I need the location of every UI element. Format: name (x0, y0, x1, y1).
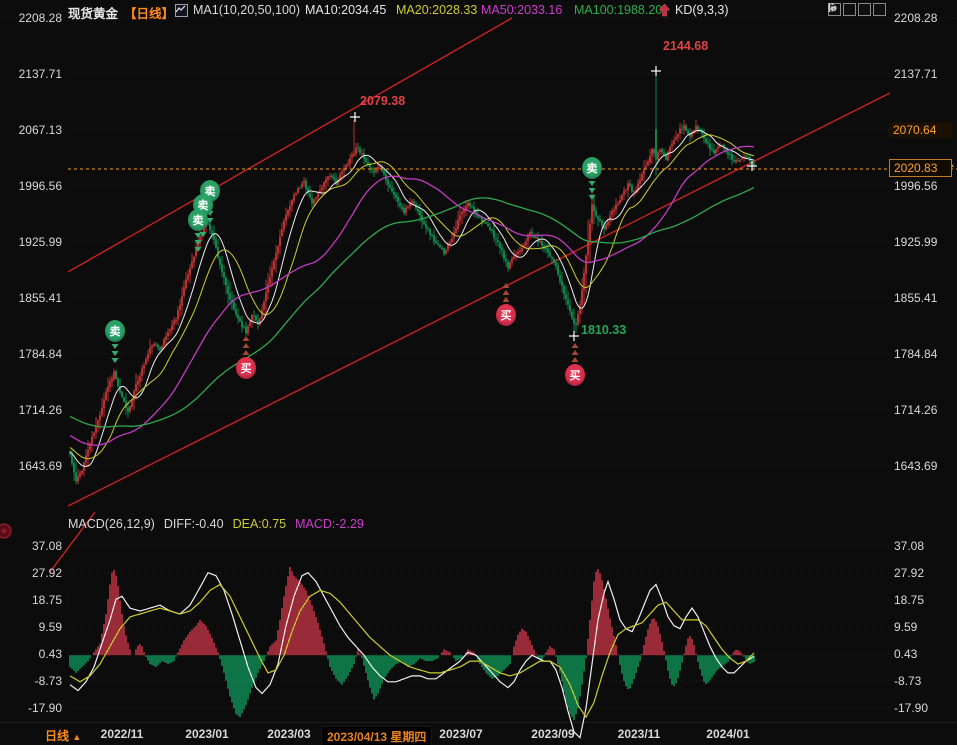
price-axis-label: 1714.26 (894, 402, 938, 417)
ma100-value: MA100:1988.20 (574, 3, 663, 17)
selected-date-label[interactable]: 2023/04/13 星期四 (321, 726, 433, 745)
price-axis-label: 2208.28 (894, 11, 938, 25)
ma-group-label: MA1(10,20,50,100) (193, 3, 301, 17)
date-axis-label: 2023/03 (267, 727, 311, 741)
ma100-line (69, 187, 755, 428)
candlestick-series (69, 68, 755, 485)
trendlines[interactable] (49, 17, 891, 573)
sell-signal-badge: 卖 (582, 157, 602, 179)
buy-signal-badge: 买 (565, 364, 585, 386)
price-scale-icon[interactable] (828, 3, 856, 16)
price-axis-label: 1643.69 (894, 458, 938, 473)
macd-diff-line (69, 571, 755, 739)
macd-dea-line (69, 583, 755, 719)
sell-signal-badge: 卖 (188, 209, 208, 231)
ma50-value: MA50:2033.16 (481, 3, 563, 17)
buy-signal-badge: 买 (236, 357, 256, 379)
macd-axis-label: 9.59 (38, 619, 62, 634)
price-axis-label: 2137.71 (894, 66, 938, 81)
price-axis-label: 2067.13 (18, 123, 62, 137)
price-axis-label: 2208.28 (18, 11, 62, 25)
ma50-line (69, 145, 755, 446)
macd-axis-label: 37.08 (31, 538, 62, 553)
price-axis-label: 1925.99 (894, 234, 938, 249)
macd-axis-label: -8.73 (894, 673, 922, 688)
macd-axis-label: -17.90 (27, 700, 62, 715)
date-axis-label: 2022/11 (100, 727, 144, 741)
price-axis-label: 1784.84 (18, 346, 62, 361)
macd-axis-label: 37.08 (894, 538, 925, 553)
macd-axis-label: 18.75 (31, 592, 62, 607)
signal-triangles (111, 181, 596, 363)
line-chart-icon[interactable] (175, 4, 188, 20)
price-annotation: 1810.33 (581, 323, 627, 337)
macd-axis-label: 0.43 (38, 646, 62, 661)
ma20-line (69, 134, 755, 460)
last-price-box[interactable]: 2020.83 (889, 159, 952, 177)
indicator-dot-icon[interactable] (0, 523, 12, 539)
macd-dea-value: DEA:0.75 (232, 517, 287, 531)
period-tag: 【日线】 (124, 7, 175, 21)
period-selector[interactable]: 日线 ▲ (45, 727, 81, 744)
price-annotation: 2079.38 (360, 94, 406, 108)
macd-formula: MACD(26,12,9) (68, 517, 155, 531)
price-annotation: 2144.68 (663, 39, 709, 53)
macd-axis-label: 27.92 (894, 565, 925, 580)
sell-signal-badge: 卖 (105, 320, 125, 342)
date-axis-label: 2023/07 (439, 727, 483, 741)
annotation-crosses (350, 66, 757, 341)
chart-toolbar (828, 3, 886, 16)
macd-header: MACD(26,12,9) DIFF:-0.40 DEA:0.75 MACD:-… (68, 517, 364, 531)
kd-label: KD(9,3,3) (675, 3, 729, 17)
macd-macd-value: MACD:-2.29 (295, 517, 364, 531)
symbol-title: 现货黄金 (68, 7, 119, 21)
panel-expand-icon[interactable] (828, 3, 886, 16)
macd-axis-label: -8.73 (34, 673, 62, 688)
time-scale-icon[interactable] (828, 3, 871, 16)
price-axis-label: 1855.41 (18, 290, 62, 305)
period-arrow-icon: ▲ (72, 732, 82, 742)
price-axis-label: 1996.56 (894, 178, 938, 193)
ma20-value: MA20:2028.33 (396, 3, 478, 17)
macd-axis-label: 0.43 (894, 646, 918, 661)
macd-axis-label: 18.75 (894, 592, 925, 607)
macd-diff-value: DIFF:-0.40 (163, 517, 224, 531)
date-axis-label: 2023/01 (185, 727, 229, 741)
ma10-value: MA10:2034.45 (305, 3, 387, 17)
macd-axis-label: -17.90 (894, 700, 929, 715)
price-axis-label: 1855.41 (894, 290, 938, 305)
gridlines (0, 17, 957, 723)
buy-signal-badge: 买 (496, 304, 516, 326)
price-axis-label: 1996.56 (18, 178, 62, 193)
date-axis-label: 2023/09 (531, 727, 575, 741)
macd-axis-label: 9.59 (894, 619, 918, 634)
price-axis-label: 1925.99 (18, 234, 62, 249)
price-axis-label: 1784.84 (894, 346, 938, 361)
price-axis-label: 1643.69 (18, 458, 62, 473)
price-axis-label: 2137.71 (18, 66, 62, 81)
date-axis-label: 2024/01 (706, 727, 750, 741)
price-axis-label: 1714.26 (18, 402, 62, 417)
period-label: 日线 (45, 729, 70, 743)
date-axis-label: 2023/11 (617, 727, 661, 741)
macd-axis-label: 27.92 (31, 565, 62, 580)
price-label-box: 2070.64 (889, 122, 952, 138)
ma10-line (69, 129, 755, 467)
